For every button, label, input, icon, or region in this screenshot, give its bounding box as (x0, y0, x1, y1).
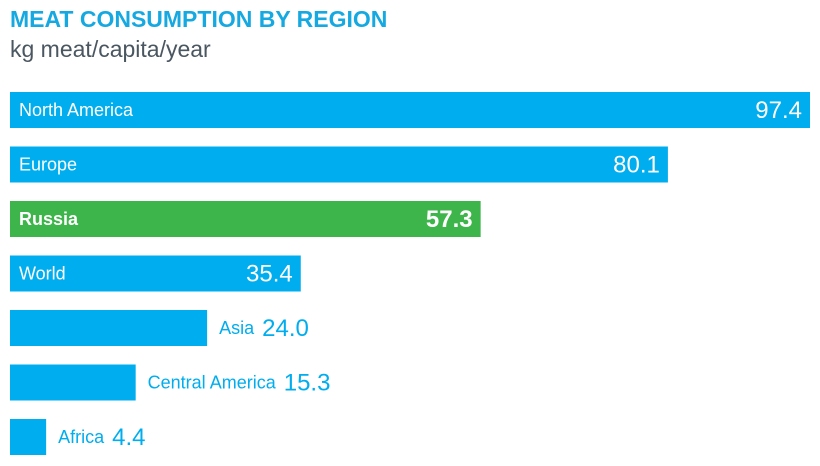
category-label-world: World (19, 264, 66, 284)
bar-world (10, 255, 301, 292)
bar-asia (10, 310, 208, 346)
chart-title: MEAT CONSUMPTION BY REGION (10, 6, 388, 32)
value-label-europe: 80.1 (613, 152, 660, 179)
bar-europe (10, 146, 668, 183)
category-label-russia: Russia (19, 209, 79, 229)
value-label-north-america: 97.4 (755, 97, 802, 124)
category-label-central-america: Central America (148, 373, 277, 393)
bar-africa (10, 419, 47, 455)
chart-subtitle: kg meat/capita/year (10, 36, 211, 62)
value-label-central-america: 15.3 (284, 370, 331, 397)
category-label-north-america: North America (19, 100, 134, 120)
value-label-world: 35.4 (246, 261, 293, 288)
bar-central-america (10, 364, 136, 401)
value-label-asia: 24.0 (262, 315, 309, 342)
category-label-africa: Africa (58, 427, 105, 447)
category-label-europe: Europe (19, 155, 77, 175)
value-label-africa: 4.4 (112, 424, 145, 451)
value-label-russia: 57.3 (426, 206, 473, 233)
bar-north-america (10, 92, 810, 128)
bar-russia (10, 201, 481, 237)
category-label-asia: Asia (219, 318, 255, 338)
